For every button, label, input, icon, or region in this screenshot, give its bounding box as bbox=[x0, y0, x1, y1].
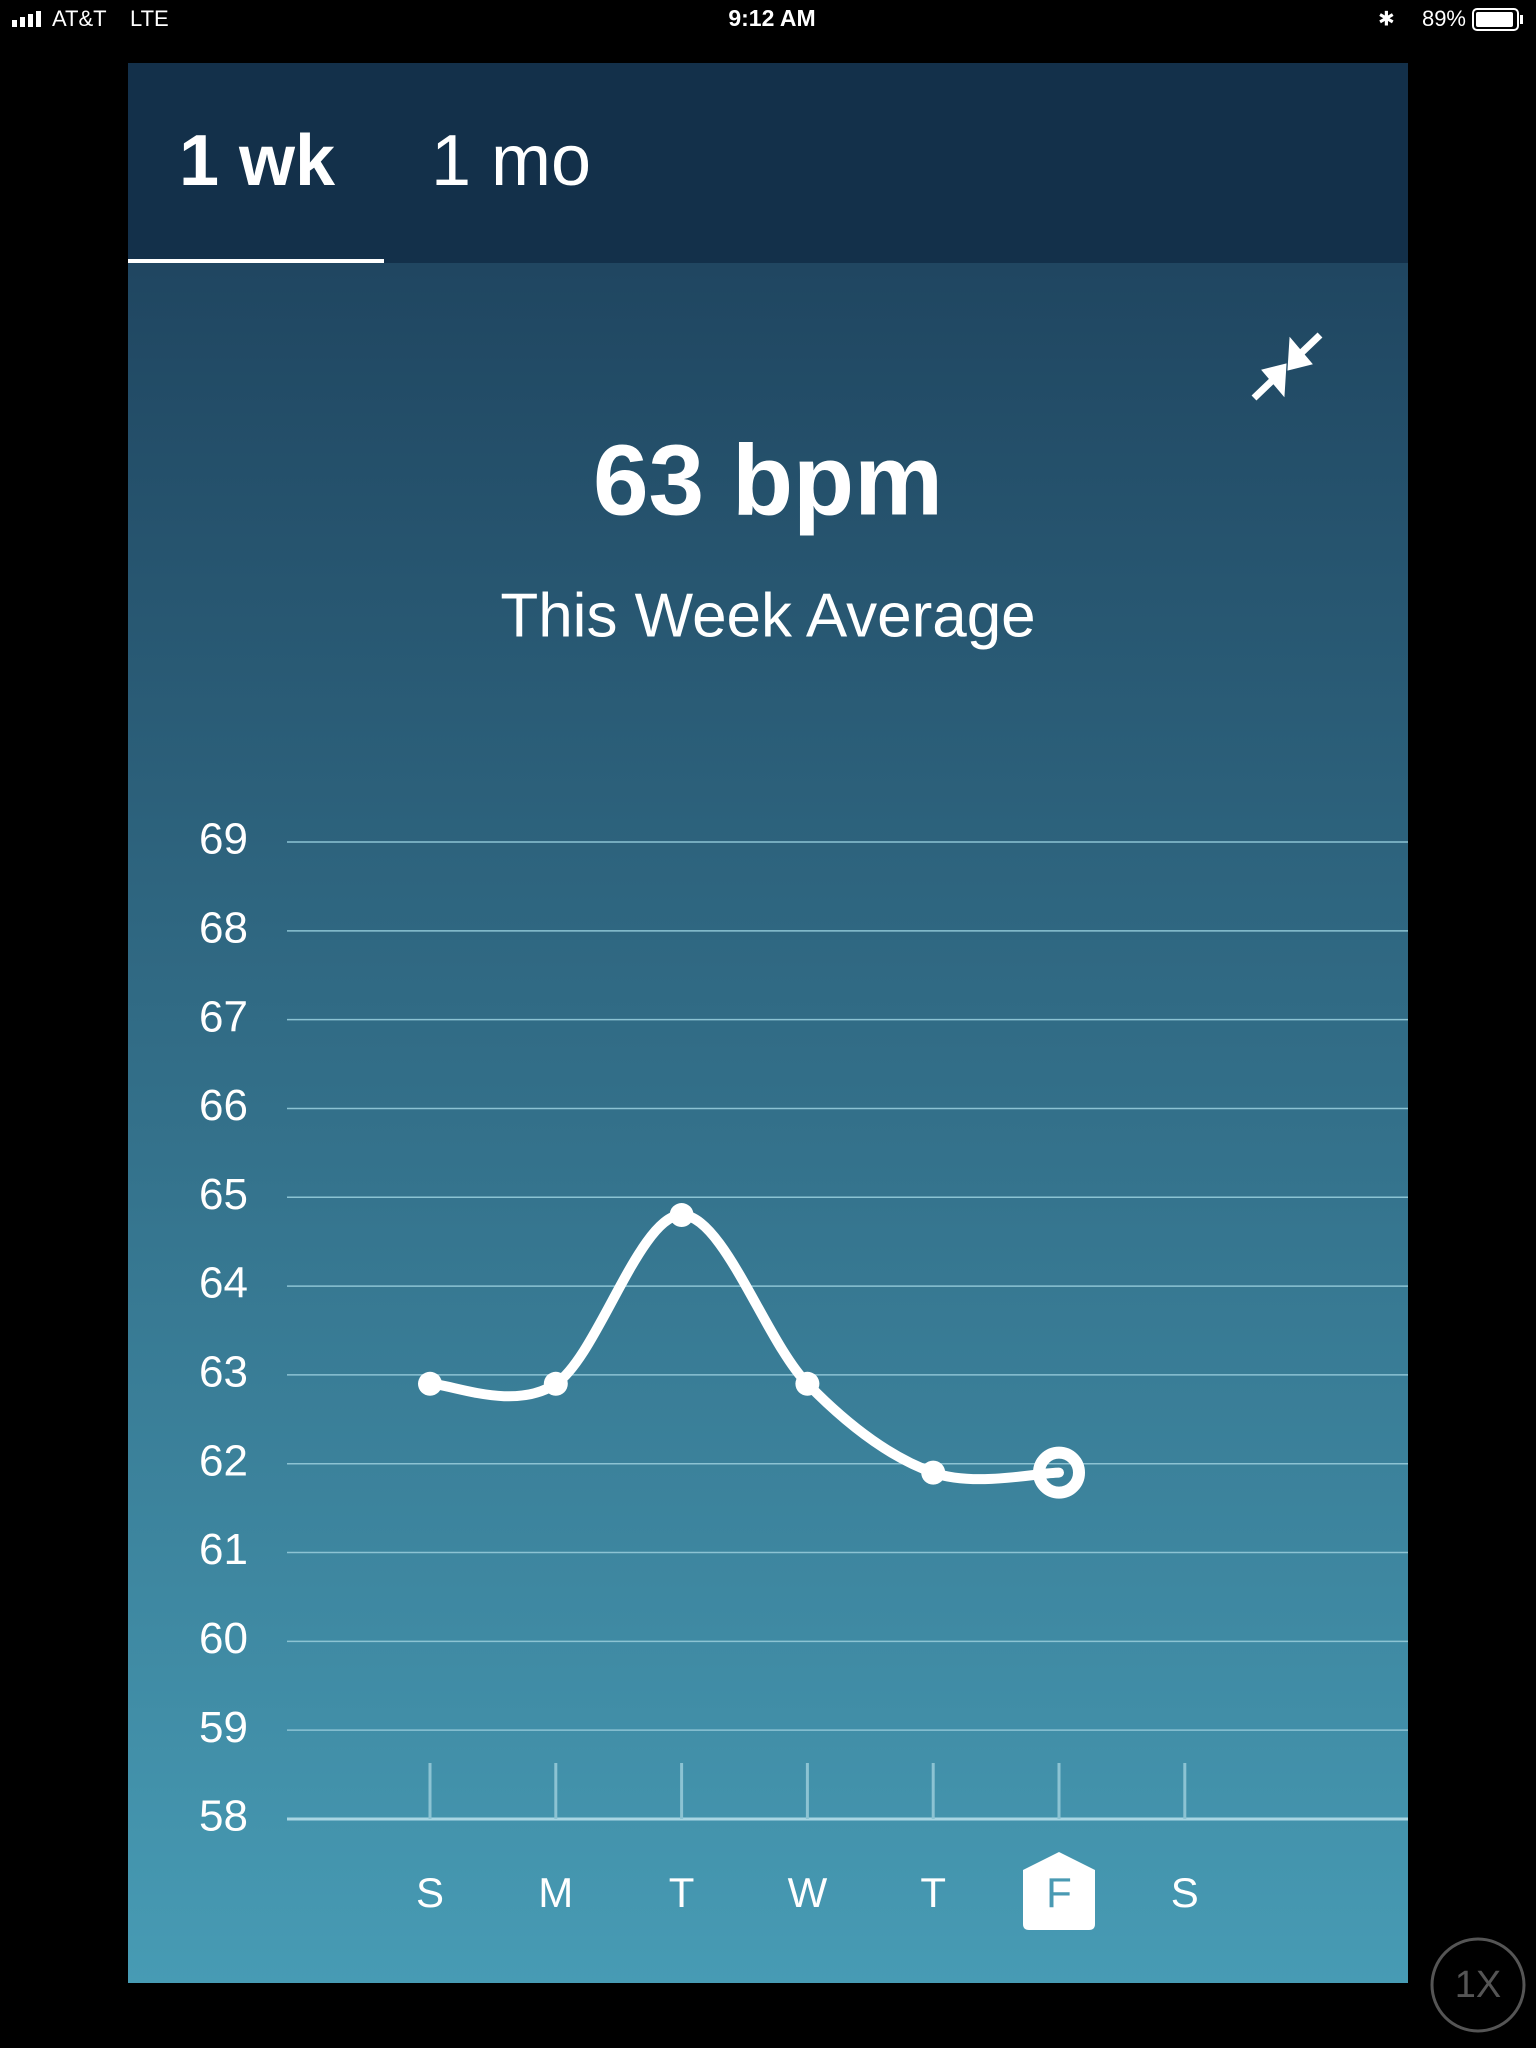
data-point bbox=[669, 1203, 694, 1228]
signal-bar bbox=[20, 17, 25, 27]
data-point bbox=[1033, 1446, 1085, 1499]
battery-tip bbox=[1520, 15, 1523, 24]
y-tick-label: 62 bbox=[199, 1436, 248, 1485]
y-tick-label: 68 bbox=[199, 903, 248, 952]
data-point bbox=[921, 1460, 946, 1485]
x-tick-label: F bbox=[1046, 1869, 1072, 1916]
battery-text: 89% bbox=[1422, 6, 1466, 31]
icon-arrow bbox=[1261, 363, 1287, 398]
bluetooth-icon: ✱ bbox=[1378, 8, 1395, 30]
y-tick-label: 64 bbox=[199, 1259, 248, 1308]
collapse-button[interactable] bbox=[1251, 332, 1323, 401]
panel bbox=[128, 63, 1408, 1983]
y-tick-label: 67 bbox=[199, 992, 248, 1041]
x-tick-label: S bbox=[416, 1869, 444, 1916]
tab[interactable]: 1 mo bbox=[431, 121, 591, 201]
chart: 58 59 60 61 62 63 64 65 66 67 68 69 S M T W T F S bbox=[199, 815, 1408, 1930]
carrier: AT&T bbox=[52, 6, 107, 31]
y-tick-label: 63 bbox=[199, 1348, 248, 1397]
signal-bar bbox=[28, 14, 33, 27]
y-tick-label: 65 bbox=[199, 1170, 248, 1219]
x-tick-label: S bbox=[1171, 1869, 1199, 1916]
x-tick-label: M bbox=[538, 1869, 573, 1916]
tab-bar bbox=[128, 63, 1408, 263]
y-tick-label: 61 bbox=[199, 1525, 248, 1574]
status-bar: AT&T LTE 9:12 AM ✱ 89% bbox=[12, 5, 1523, 31]
icon-arrow bbox=[1287, 336, 1313, 371]
y-tick-label: 66 bbox=[199, 1081, 248, 1130]
battery-level bbox=[1476, 12, 1513, 27]
data-point bbox=[795, 1371, 820, 1396]
y-tick-label: 58 bbox=[199, 1792, 248, 1841]
y-tick-label: 59 bbox=[199, 1703, 248, 1752]
x-tick-label: W bbox=[788, 1869, 828, 1916]
zoom-button-label: 1X bbox=[1455, 1964, 1501, 2006]
tab[interactable]: 1 wk bbox=[179, 121, 336, 201]
network: LTE bbox=[130, 6, 169, 31]
data-point bbox=[418, 1371, 442, 1396]
x-tick-label: T bbox=[920, 1869, 946, 1916]
summary-value: 63 bpm bbox=[593, 424, 943, 536]
battery-icon bbox=[1472, 8, 1519, 31]
summary-label: This Week Average bbox=[500, 581, 1035, 650]
clock: 9:12 AM bbox=[728, 5, 815, 31]
signal-bar bbox=[36, 11, 41, 27]
y-tick-label: 69 bbox=[199, 815, 248, 864]
data-point bbox=[543, 1371, 568, 1396]
y-tick-label: 60 bbox=[199, 1614, 248, 1663]
signal-bar bbox=[12, 20, 17, 27]
x-tick-label: T bbox=[669, 1869, 695, 1916]
zoom-button[interactable] bbox=[1430, 1937, 1526, 2033]
tab-underline bbox=[128, 259, 384, 263]
day-highlight bbox=[1023, 1852, 1095, 1930]
